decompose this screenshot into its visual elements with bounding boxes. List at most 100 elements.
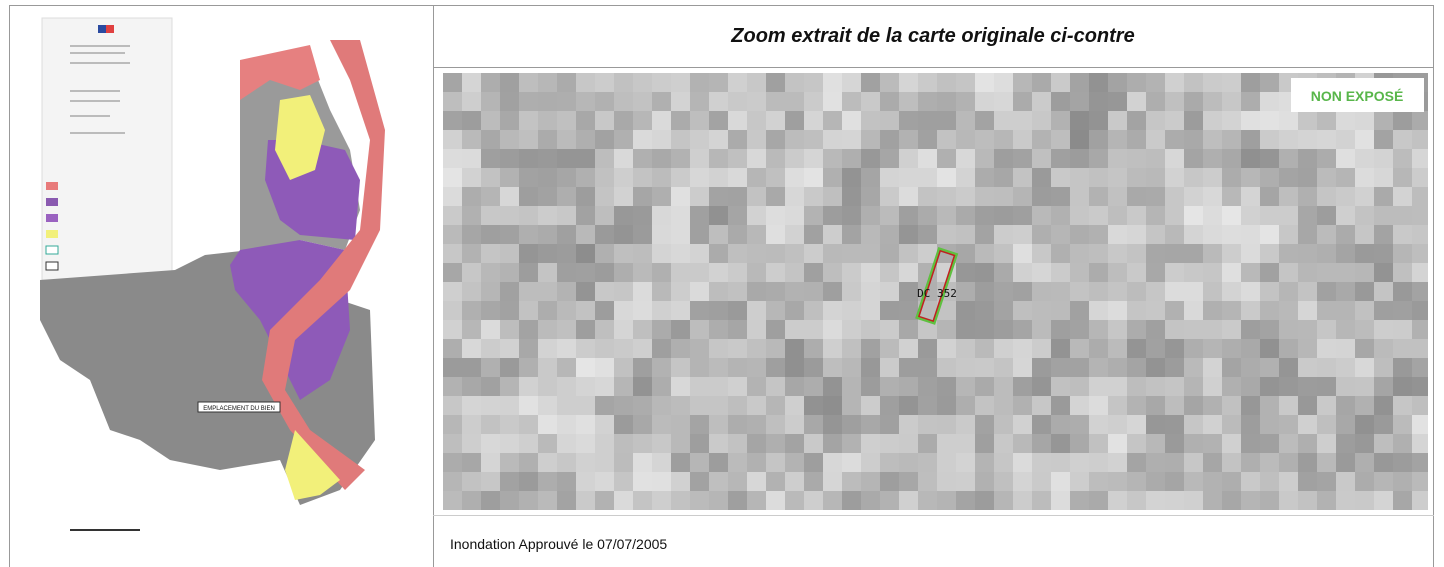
image-pixel [823,472,842,491]
image-pixel [1336,434,1355,453]
image-pixel [1336,472,1355,491]
image-pixel [747,415,766,434]
image-pixel [1412,453,1428,472]
image-pixel [994,358,1013,377]
image-pixel [481,187,500,206]
image-pixel [576,168,595,187]
image-pixel [1165,434,1184,453]
image-pixel [956,472,975,491]
image-pixel [481,301,500,320]
image-pixel [1032,358,1051,377]
image-pixel [1393,263,1412,282]
image-pixel [1241,282,1260,301]
image-pixel [633,282,652,301]
image-pixel [956,225,975,244]
image-pixel [709,225,728,244]
image-pixel [576,415,595,434]
image-pixel [1108,339,1127,358]
image-pixel [1184,263,1203,282]
image-pixel [1298,187,1317,206]
image-pixel [709,358,728,377]
image-pixel [861,225,880,244]
image-pixel [500,130,519,149]
image-pixel [861,244,880,263]
image-pixel [1165,111,1184,130]
image-pixel [481,282,500,301]
image-pixel [937,168,956,187]
image-pixel [785,396,804,415]
image-pixel [1412,282,1428,301]
image-pixel [1203,415,1222,434]
image-pixel [500,92,519,111]
image-pixel [1260,244,1279,263]
image-pixel [1222,358,1241,377]
image-pixel [1127,111,1146,130]
image-pixel [880,434,899,453]
image-pixel [804,225,823,244]
image-pixel [652,282,671,301]
image-pixel [500,168,519,187]
image-pixel [1260,263,1279,282]
image-pixel [538,358,557,377]
image-pixel [804,111,823,130]
image-pixel [1412,130,1428,149]
image-pixel [1089,92,1108,111]
image-pixel [443,92,462,111]
image-pixel [728,320,747,339]
image-pixel [1127,244,1146,263]
image-pixel [1070,282,1089,301]
image-pixel [1051,453,1070,472]
image-pixel [1013,415,1032,434]
image-pixel [1184,434,1203,453]
image-pixel [500,73,519,92]
image-pixel [1241,168,1260,187]
image-pixel [633,453,652,472]
image-pixel [1146,73,1165,92]
image-pixel [1127,491,1146,510]
image-pixel [1222,282,1241,301]
image-pixel [1032,320,1051,339]
image-pixel [880,244,899,263]
image-pixel [652,396,671,415]
image-pixel [1317,396,1336,415]
image-pixel [975,225,994,244]
image-pixel [1222,187,1241,206]
image-pixel [1013,149,1032,168]
image-pixel [785,73,804,92]
image-pixel [1165,168,1184,187]
parcel [915,247,959,325]
image-pixel [1317,282,1336,301]
image-pixel [538,263,557,282]
image-pixel [1089,282,1108,301]
image-pixel [747,377,766,396]
image-pixel [1260,320,1279,339]
image-pixel [994,339,1013,358]
image-pixel [443,396,462,415]
image-pixel [481,168,500,187]
image-pixel [1051,263,1070,282]
image-pixel [1013,453,1032,472]
image-pixel [614,282,633,301]
image-pixel [1260,301,1279,320]
image-pixel [1279,377,1298,396]
image-pixel [1013,434,1032,453]
image-pixel [785,301,804,320]
image-pixel [747,396,766,415]
image-pixel [519,320,538,339]
image-pixel [861,339,880,358]
image-pixel [671,491,690,510]
image-pixel [671,377,690,396]
image-pixel [1203,491,1222,510]
image-pixel [538,377,557,396]
image-pixel [804,263,823,282]
image-pixel [1317,377,1336,396]
image-pixel [595,149,614,168]
footer-text: Inondation Approuvé le 07/07/2005 [450,536,667,552]
image-pixel [804,396,823,415]
image-pixel [1146,339,1165,358]
image-pixel [880,339,899,358]
image-pixel [842,415,861,434]
image-pixel [652,491,671,510]
image-pixel [1127,320,1146,339]
image-pixel [937,225,956,244]
